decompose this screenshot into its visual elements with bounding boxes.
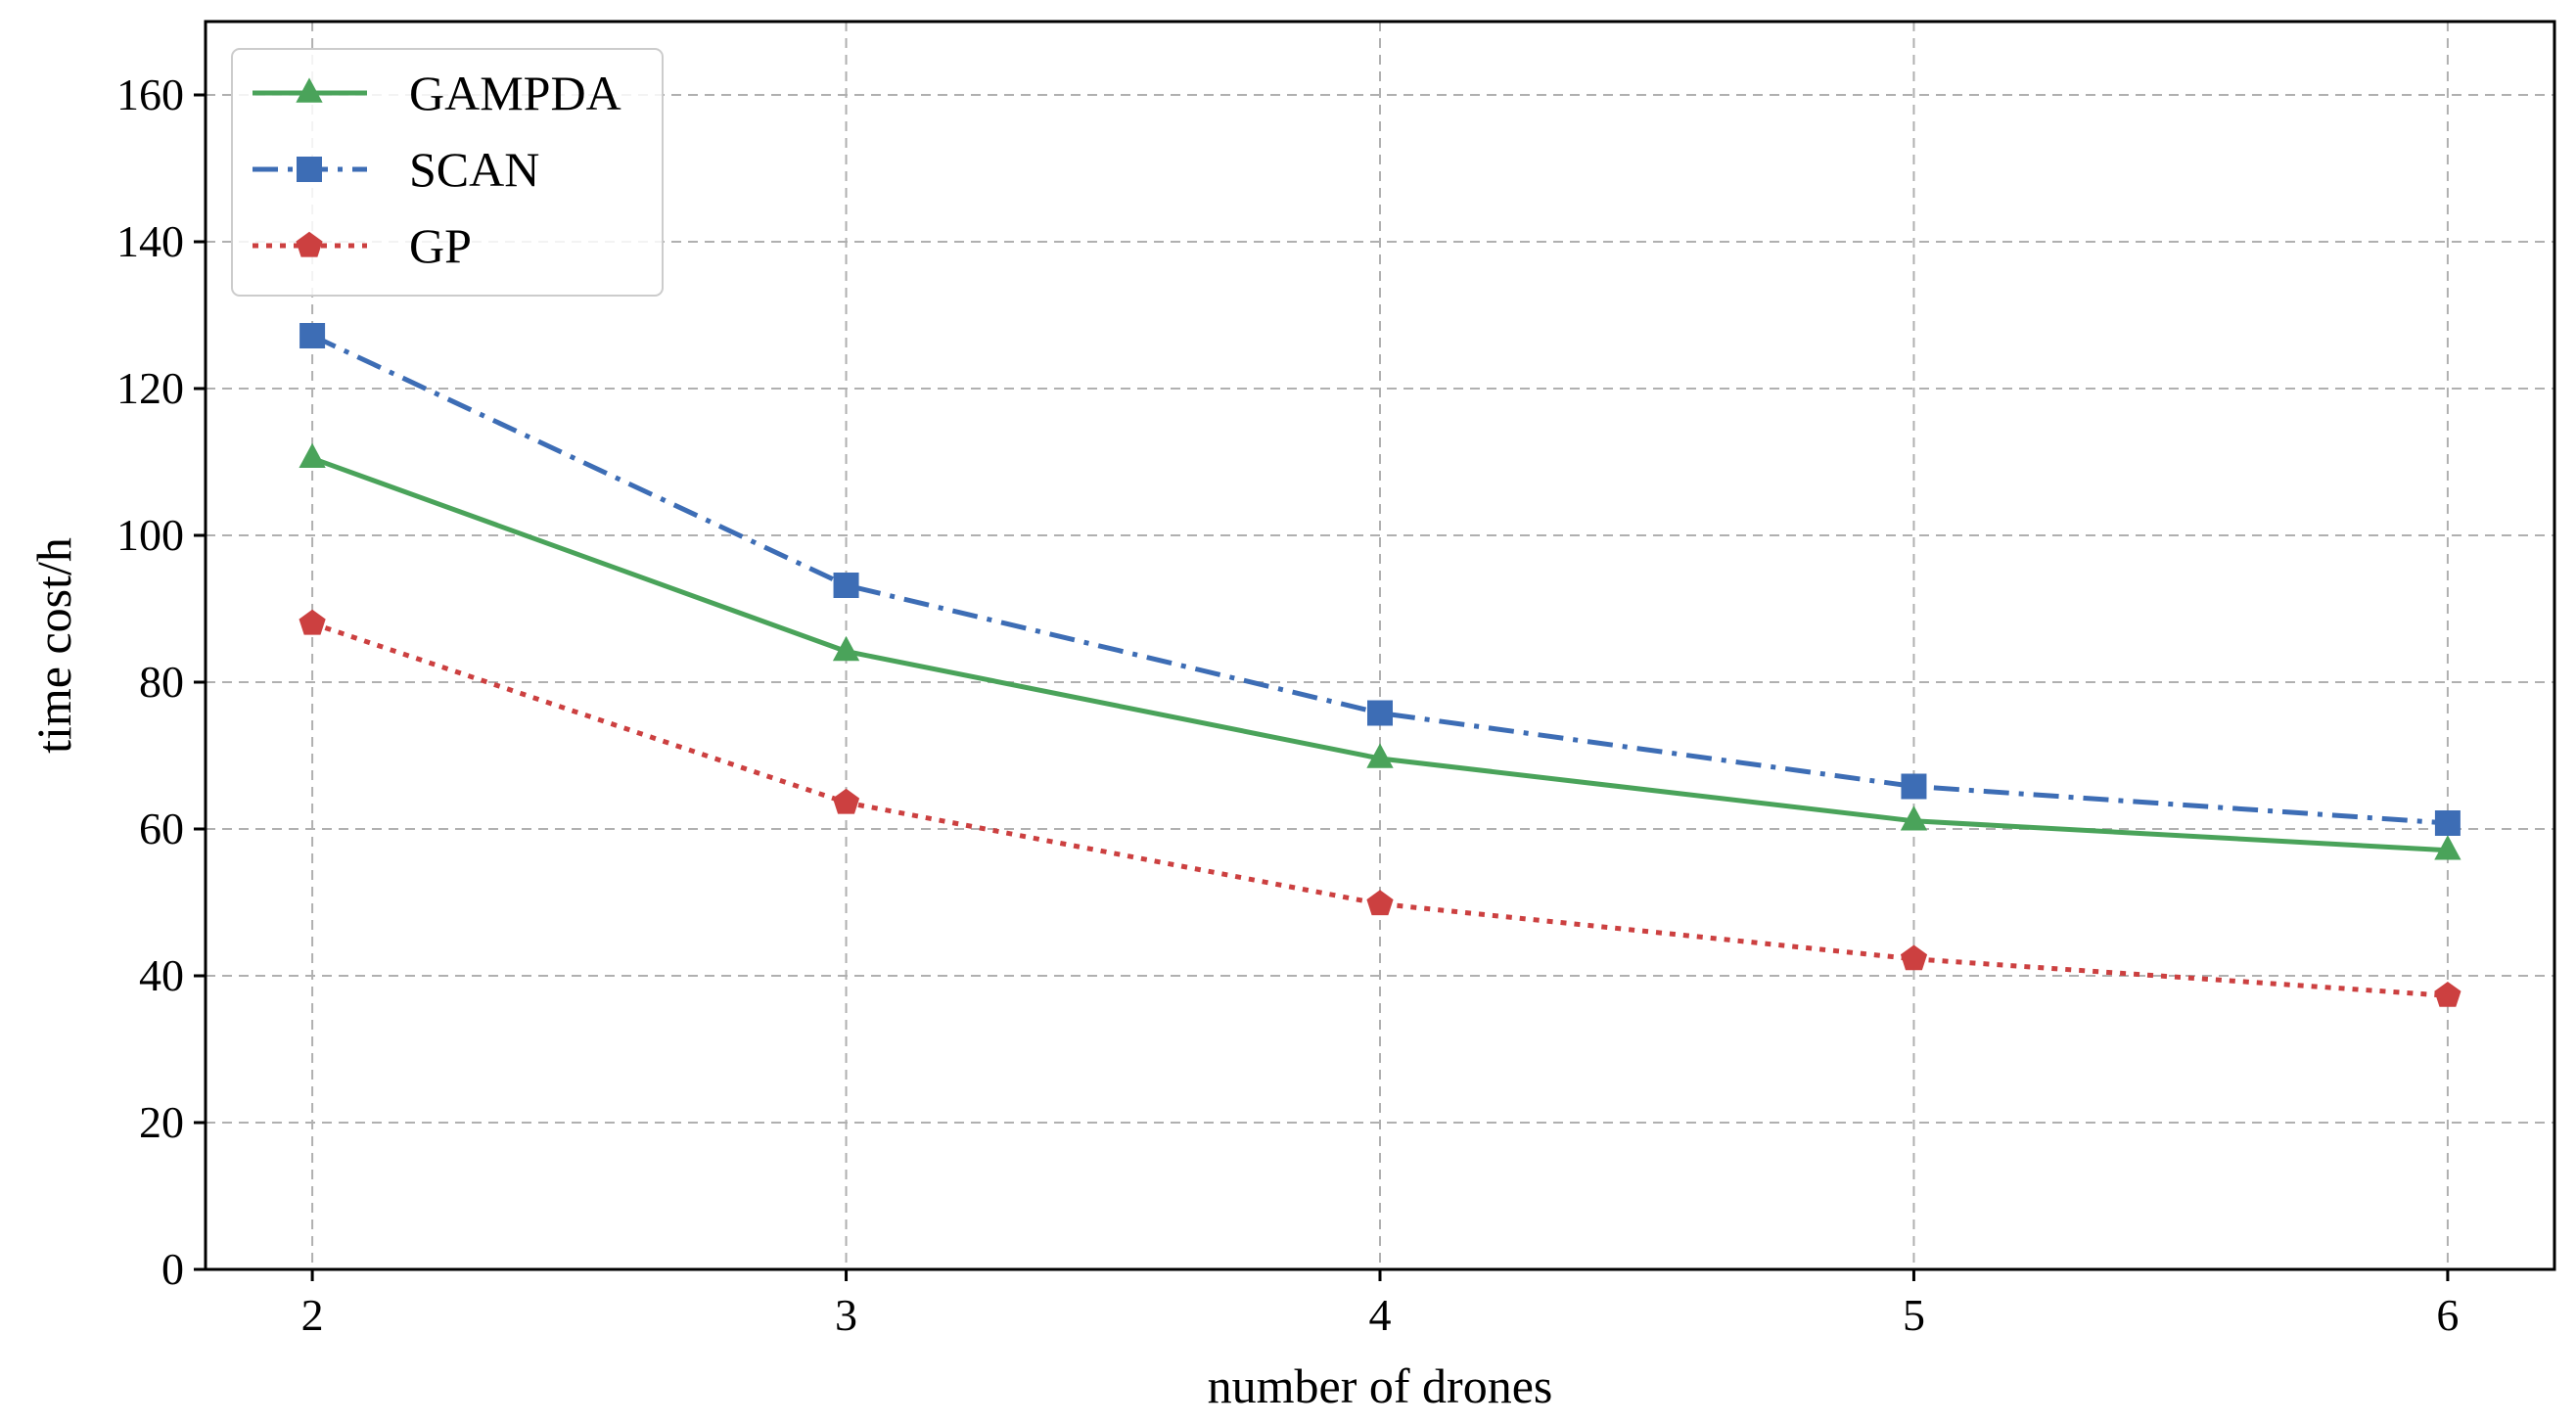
data-point-gampda [2434,835,2461,860]
y-tick-label: 0 [161,1244,184,1294]
x-tick-label: 6 [2436,1290,2459,1340]
x-tick-label: 2 [301,1290,324,1340]
data-point-scan [1367,700,1393,726]
legend: GAMPDA SCAN GP [231,48,664,297]
legend-marker-scan [297,157,322,182]
y-tick-label: 140 [116,216,184,266]
data-point-gp [832,788,860,814]
y-tick-label: 160 [116,69,184,119]
data-point-gampda [832,635,860,662]
data-point-gp [1900,944,1928,971]
y-axis-label: time cost/h [26,537,81,754]
y-tick-label: 80 [139,657,184,707]
data-point-scan [833,573,859,598]
data-point-gp [2434,982,2461,1007]
legend-item-scan: SCAN [253,142,539,197]
axis-ticks: 0 20 40 60 80 100 120 140 160 2 3 4 5 6 [116,69,2459,1340]
series-gp [299,609,2461,1007]
data-point-gp [1366,890,1394,916]
data-point-gampda [299,442,326,468]
x-tick-label: 5 [1903,1290,1925,1340]
data-point-scan [1901,773,1927,800]
y-tick-label: 40 [139,950,184,1000]
legend-marker-gp [296,231,323,257]
data-point-gp [299,609,326,635]
legend-label-gampda: GAMPDA [409,66,621,120]
legend-item-gampda: GAMPDA [253,66,621,120]
legend-label-gp: GP [409,218,472,273]
legend-marker-gampda [296,77,323,103]
x-tick-label: 3 [835,1290,857,1340]
data-point-scan [299,323,326,348]
x-axis-label: number of drones [1208,1358,1553,1413]
series-scan [299,323,2461,836]
legend-box [231,48,664,297]
y-tick-label: 100 [116,510,184,560]
series-gampda [299,442,2461,860]
series-line-gp [311,621,2449,998]
data-point-gampda [1366,743,1394,768]
legend-label-scan: SCAN [409,142,539,197]
x-tick-label: 4 [1369,1290,1392,1340]
data-point-gampda [1900,805,1928,831]
y-tick-label: 20 [139,1097,184,1147]
legend-item-gp: GP [253,218,472,273]
data-point-scan [2434,810,2461,836]
y-tick-label: 120 [116,363,184,413]
y-tick-label: 60 [139,804,184,853]
series-layer [299,323,2461,1007]
